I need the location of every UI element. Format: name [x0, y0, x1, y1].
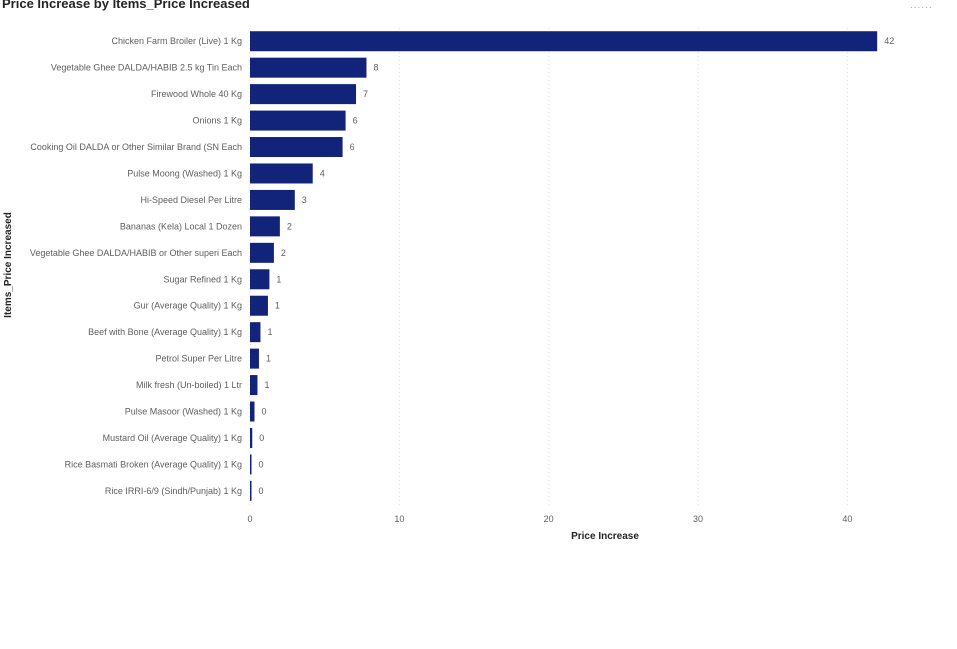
category-label: Sugar Refined 1 Kg	[163, 274, 242, 284]
data-labels: 42 8 7 6 6 4 3 2 2 1 1 1 1 1 0 0 0 0	[259, 36, 895, 496]
data-label: 8	[373, 63, 378, 73]
category-label: Vegetable Ghee DALDA/HABIB 2.5 kg Tin Ea…	[51, 63, 242, 73]
bar[interactable]	[250, 189, 295, 210]
bar[interactable]	[250, 137, 343, 158]
data-label: 6	[350, 142, 355, 152]
y-axis-title: Items_Price Increased	[3, 212, 14, 318]
data-label: 0	[259, 486, 264, 496]
category-label: Beef with Bone (Average Quality) 1 Kg	[88, 327, 242, 337]
data-label: 0	[259, 459, 264, 469]
visual-options-icon[interactable]: ......	[910, 0, 933, 11]
category-label: Chicken Farm Broiler (Live) 1 Kg	[111, 36, 242, 46]
data-label: 1	[264, 380, 269, 390]
bar[interactable]	[250, 269, 270, 290]
bar[interactable]	[250, 242, 274, 263]
category-label: Gur (Average Quality) 1 Kg	[134, 301, 242, 311]
bar[interactable]	[250, 84, 357, 105]
category-label: Bananas (Kela) Local 1 Dozen	[120, 221, 242, 231]
category-label: Cooking Oil DALDA or Other Similar Brand…	[30, 142, 242, 152]
bar[interactable]	[250, 57, 367, 78]
category-labels: Chicken Farm Broiler (Live) 1 Kg Vegetabl…	[30, 36, 242, 496]
data-label: 3	[302, 195, 307, 205]
bar[interactable]	[250, 163, 313, 184]
category-label: Rice IRRI-6/9 (Sindh/Punjab) 1 Kg	[105, 486, 242, 496]
bar[interactable]	[250, 375, 258, 396]
bar[interactable]	[250, 216, 280, 237]
data-label: 0	[261, 407, 266, 417]
category-label: Milk fresh (Un-boiled) 1 Ltr	[136, 380, 242, 390]
data-label: 1	[276, 274, 281, 284]
bar[interactable]	[250, 31, 878, 52]
category-label: Pulse Masoor (Washed) 1 Kg	[125, 407, 242, 417]
x-tick-label: 0	[247, 514, 252, 524]
bar[interactable]	[250, 454, 252, 475]
chart-title: Price Increase by Items_Price Increased	[2, 0, 250, 11]
data-label: 1	[267, 327, 272, 337]
data-label: 6	[353, 116, 358, 126]
bars	[250, 31, 878, 501]
data-label: 2	[287, 221, 292, 231]
x-tick-label: 20	[544, 514, 554, 524]
x-axis-ticks: 0 10 20 30 40	[247, 514, 852, 524]
category-label: Onions 1 Kg	[192, 116, 242, 126]
bar[interactable]	[250, 401, 255, 422]
category-label: Rice Basmati Broken (Average Quality) 1 …	[65, 459, 242, 469]
x-tick-label: 40	[842, 514, 852, 524]
x-tick-label: 30	[693, 514, 703, 524]
bar[interactable]	[250, 322, 261, 343]
data-label: 4	[320, 168, 325, 178]
data-label: 7	[363, 89, 368, 99]
category-label: Firewood Whole 40 Kg	[151, 89, 242, 99]
category-label: Pulse Moong (Washed) 1 Kg	[127, 168, 242, 178]
bar[interactable]	[250, 480, 252, 501]
category-label: Vegetable Ghee DALDA/HABIB or Other supe…	[30, 248, 242, 258]
category-label: Petrol Super Per Litre	[155, 354, 242, 364]
data-label: 1	[275, 301, 280, 311]
bar[interactable]	[250, 295, 268, 316]
data-label: 42	[884, 36, 894, 46]
x-tick-label: 10	[394, 514, 404, 524]
category-label: Hi-Speed Diesel Per Litre	[140, 195, 242, 205]
data-label: 0	[259, 433, 264, 443]
x-axis-title: Price Increase	[571, 531, 639, 542]
bar[interactable]	[250, 110, 346, 131]
category-label: Mustard Oil (Average Quality) 1 Kg	[103, 433, 242, 443]
data-label: 2	[281, 248, 286, 258]
bar[interactable]	[250, 348, 259, 369]
bar[interactable]	[250, 427, 253, 448]
data-label: 1	[266, 354, 271, 364]
